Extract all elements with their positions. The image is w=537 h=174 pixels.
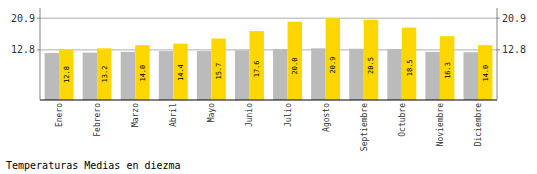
data-label: 20.0	[291, 58, 299, 75]
bar	[211, 39, 225, 100]
data-label: 18.5	[406, 59, 414, 76]
y-tick	[37, 49, 40, 50]
bar	[364, 20, 378, 100]
bar	[463, 52, 477, 100]
bar	[311, 48, 325, 100]
data-label: 20.9	[329, 57, 337, 74]
bar	[121, 52, 135, 100]
x-tick-label: Julio	[284, 103, 293, 127]
bar	[197, 51, 211, 100]
bar	[273, 49, 287, 100]
y2-tick	[497, 49, 500, 50]
y-axis-line	[40, 8, 41, 100]
bar	[45, 53, 59, 100]
bar	[235, 50, 249, 100]
bar	[135, 45, 149, 100]
bar	[249, 31, 263, 100]
y2-tick-label: 12.8	[502, 44, 526, 55]
bar	[349, 49, 363, 100]
bar	[288, 22, 302, 100]
x-tick-label: Junio	[245, 103, 254, 127]
y-tick	[37, 18, 40, 19]
y-tick-label: 20.9	[11, 13, 35, 24]
bar	[59, 50, 73, 100]
grid-line	[40, 18, 497, 19]
bar	[159, 51, 173, 100]
x-tick-label: Mayo	[207, 103, 216, 122]
bar	[326, 18, 340, 100]
data-label: 14.0	[482, 65, 490, 82]
x-tick-label: Febrero	[93, 103, 102, 137]
x-tick-label: Agosto	[322, 103, 331, 132]
y2-axis-line	[497, 8, 498, 100]
chart-container: 12.8 13.2 14.0 14.4 15.7 17.6 20.0 20.9 20.5 18.5…	[0, 0, 537, 174]
chart: 12.8 13.2 14.0 14.4 15.7 17.6 20.0 20.9 20.5 18.5…	[0, 0, 537, 174]
data-label: 20.5	[367, 57, 375, 74]
x-axis-line	[40, 100, 497, 101]
bars	[45, 18, 493, 100]
x-tick-label: Noviembre	[436, 103, 445, 147]
bar	[97, 48, 111, 100]
data-label: 14.0	[139, 65, 147, 82]
bar	[173, 44, 187, 100]
x-tick-label: Octubre	[398, 103, 407, 137]
data-label: 17.6	[253, 60, 261, 77]
bar	[440, 36, 454, 100]
y-tick-label: 12.8	[11, 44, 35, 55]
data-label: 16.3	[444, 62, 452, 79]
bar	[425, 52, 439, 100]
data-label: 14.4	[177, 64, 185, 81]
bar	[83, 53, 97, 100]
x-tick-label: Enero	[55, 103, 64, 127]
bar	[402, 28, 416, 100]
bar	[478, 45, 492, 100]
data-label: 12.8	[63, 66, 71, 83]
title: Temperaturas Medias en diezma	[6, 160, 181, 171]
bar	[387, 49, 401, 100]
data-label: 13.2	[101, 66, 109, 83]
y2-tick-label: 20.9	[502, 13, 526, 24]
x-tick-label: Septiembre	[360, 103, 369, 151]
data-label: 15.7	[215, 63, 223, 80]
x-tick-label: Diciembre	[474, 103, 483, 147]
x-tick-label: Abril	[169, 103, 178, 127]
y2-tick	[497, 18, 500, 19]
x-tick-label: Marzo	[131, 103, 140, 127]
